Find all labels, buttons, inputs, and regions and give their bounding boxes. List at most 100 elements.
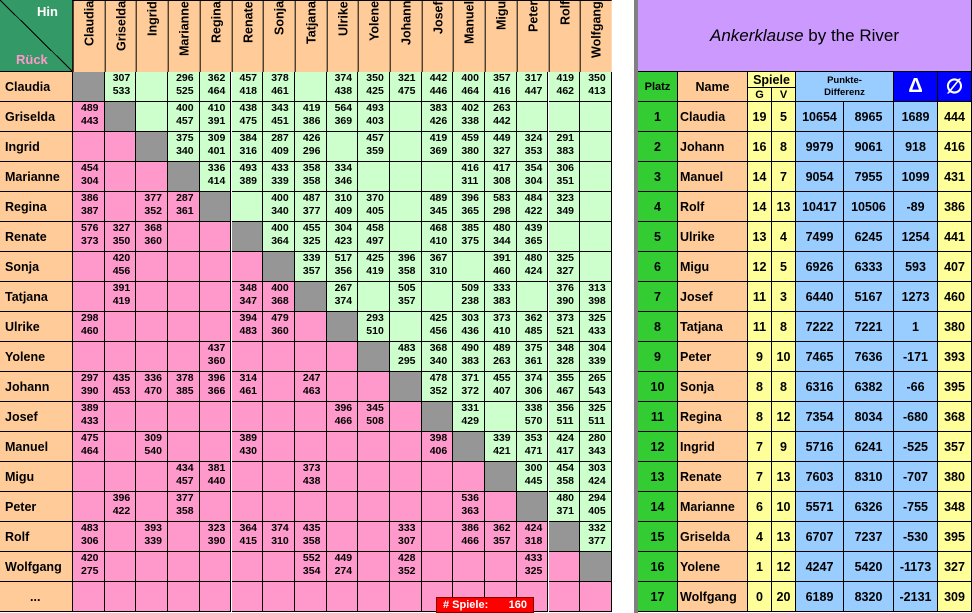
score-rueck: 414 (207, 175, 226, 187)
score-cell (421, 462, 454, 492)
score-cell: 374 438 (326, 72, 359, 102)
column-header-claudia: Claudia (73, 0, 105, 72)
score-hin: 375 (524, 342, 543, 354)
points-against: 8310 (844, 462, 894, 492)
score-rueck: 339 (271, 175, 289, 187)
point-difference: -66 (894, 372, 938, 402)
score-hin: 357 (493, 72, 511, 84)
rank-cell: 3 (638, 162, 678, 192)
column-header-renate: Renate (231, 0, 264, 72)
score-cell (73, 252, 105, 282)
rank-cell: 17 (638, 582, 678, 612)
games-won: 11 (748, 312, 772, 342)
average-score: 395 (938, 522, 972, 552)
score-cell (421, 162, 454, 192)
score-rueck: 344 (493, 235, 511, 247)
score-hin: 348 (239, 282, 258, 294)
points-for: 9054 (796, 162, 844, 192)
score-rueck: 430 (239, 445, 258, 457)
average-score: 386 (938, 192, 972, 222)
score-hin: 385 (461, 222, 479, 234)
rank-cell: 2 (638, 132, 678, 162)
games-won: 19 (748, 102, 772, 132)
games-lost: 20 (772, 582, 796, 612)
score-cell: 400 464 (453, 72, 486, 102)
score-cell: 398 406 (421, 432, 454, 462)
score-cell: 345 508 (358, 402, 390, 432)
column-header-manuel: Manuel (453, 0, 486, 72)
score-cell (104, 432, 137, 462)
score-rueck: 446 (429, 85, 448, 97)
row-header-sonja: Sonja (0, 252, 73, 282)
score-cell: 386 466 (453, 522, 486, 552)
score-hin: 321 (398, 72, 416, 84)
score-cell (136, 162, 169, 192)
score-rueck: 389 (239, 175, 258, 187)
score-rueck: 358 (302, 175, 321, 187)
rank-cell: 1 (638, 102, 678, 132)
average-score: 393 (938, 342, 972, 372)
score-rueck: 525 (176, 85, 194, 97)
score-hin: 303 (461, 312, 479, 324)
score-cell (548, 102, 581, 132)
score-hin: 333 (398, 522, 416, 534)
score-hin: 317 (524, 72, 543, 84)
score-hin: 455 (493, 372, 511, 384)
score-cell (485, 402, 517, 432)
score-hin: 280 (588, 432, 606, 444)
score-hin: 374 (334, 72, 353, 84)
score-rueck: 343 (588, 445, 606, 457)
score-rueck: 363 (461, 505, 479, 517)
score-rueck: 451 (271, 115, 289, 127)
score-hin: 325 (588, 312, 606, 324)
score-cell: 353 471 (516, 432, 549, 462)
score-cell (199, 252, 232, 282)
score-rueck: 409 (271, 145, 289, 157)
score-cell (580, 102, 612, 132)
title-italic: Ankerklause (710, 25, 804, 45)
column-header-griselda: Griselda (104, 0, 137, 72)
rank-cell: 16 (638, 552, 678, 582)
score-cell (136, 402, 169, 432)
rank-name: Claudia (678, 102, 748, 132)
score-hin: 338 (524, 402, 543, 414)
score-hin: 339 (302, 252, 321, 264)
score-hin: 428 (398, 552, 416, 564)
points-for: 6316 (796, 372, 844, 402)
score-cell: 378 385 (168, 372, 200, 402)
rank-name: Migu (678, 252, 748, 282)
point-difference: -680 (894, 402, 938, 432)
score-cell: 576 373 (73, 222, 105, 252)
score-hin: 419 (429, 132, 448, 144)
row-header-claudia: Claudia (0, 72, 73, 102)
score-hin: 307 (112, 72, 131, 84)
score-cell (294, 282, 327, 312)
score-cell: 424 417 (548, 432, 581, 462)
score-hin: 493 (366, 102, 384, 114)
row-header-griselda: Griselda (0, 102, 73, 132)
score-cell: 339 357 (294, 252, 327, 282)
score-cell: 303 424 (580, 462, 612, 492)
score-hin: 350 (366, 72, 384, 84)
score-hin: 296 (176, 72, 194, 84)
score-cell (294, 492, 327, 522)
score-cell: 368 360 (136, 222, 169, 252)
score-cell: 323 349 (548, 192, 581, 222)
score-rueck: 483 (239, 325, 258, 337)
score-hin: 291 (556, 132, 575, 144)
score-hin: 454 (556, 462, 575, 474)
score-hin: 457 (239, 72, 258, 84)
score-cell (263, 582, 295, 612)
score-cell: 484 422 (516, 192, 549, 222)
score-cell (73, 282, 105, 312)
rank-name: Rolf (678, 192, 748, 222)
score-cell (231, 402, 264, 432)
point-difference: 1254 (894, 222, 938, 252)
score-hin: 424 (524, 522, 543, 534)
score-rueck: 433 (81, 415, 99, 427)
more-rows-label: ... (0, 582, 73, 612)
column-header-tatjana: Tatjana (294, 0, 327, 72)
games-won: 7 (748, 432, 772, 462)
score-rueck: 352 (144, 205, 162, 217)
score-cell (421, 552, 454, 582)
